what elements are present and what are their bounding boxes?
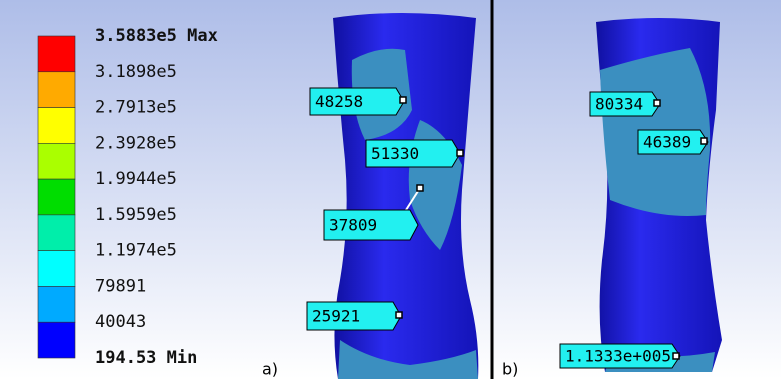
legend-swatch (38, 286, 75, 322)
legend-label: 2.7913e5 (95, 98, 177, 118)
legend-swatch (38, 215, 75, 251)
probe-label: 1.1333e+005 (565, 347, 671, 366)
probe-point (701, 138, 707, 144)
probe-point (673, 353, 679, 359)
probe-point (457, 150, 463, 156)
probe-label: 25921 (312, 307, 360, 326)
legend-swatch (38, 108, 75, 144)
probe-point (400, 97, 406, 103)
probe-point (654, 100, 660, 106)
legend-swatch (38, 36, 75, 72)
panel-label: b) (502, 360, 518, 379)
probe-point (396, 312, 402, 318)
screenshot: a) b) 3.5883e5 Max 3.1898e5 2.7913e5 2.3928… (0, 0, 781, 379)
legend-swatch (38, 143, 75, 179)
panel-label: a) (262, 360, 278, 379)
legend-label: 1.5959e5 (95, 205, 177, 225)
probe-label: 80334 (595, 95, 643, 114)
legend-label: 1.9944e5 (95, 169, 177, 189)
legend-swatch (38, 72, 75, 108)
legend-label: 3.5883e5 Max (95, 26, 218, 46)
legend-swatch (38, 322, 75, 358)
legend-swatch (38, 179, 75, 215)
legend-label: 79891 (95, 276, 146, 296)
legend-label: 194.53 Min (95, 348, 197, 368)
legend-label: 40043 (95, 312, 146, 332)
legend-label: 3.1898e5 (95, 62, 177, 82)
probe-label: 48258 (315, 92, 363, 111)
legend-label: 2.3928e5 (95, 133, 177, 153)
probe-label: 37809 (329, 216, 377, 235)
legend-swatch (38, 251, 75, 287)
probe-label: 46389 (643, 133, 691, 152)
probe-label: 51330 (371, 144, 419, 163)
probe-point (417, 185, 423, 191)
legend-label: 1.1974e5 (95, 241, 177, 261)
